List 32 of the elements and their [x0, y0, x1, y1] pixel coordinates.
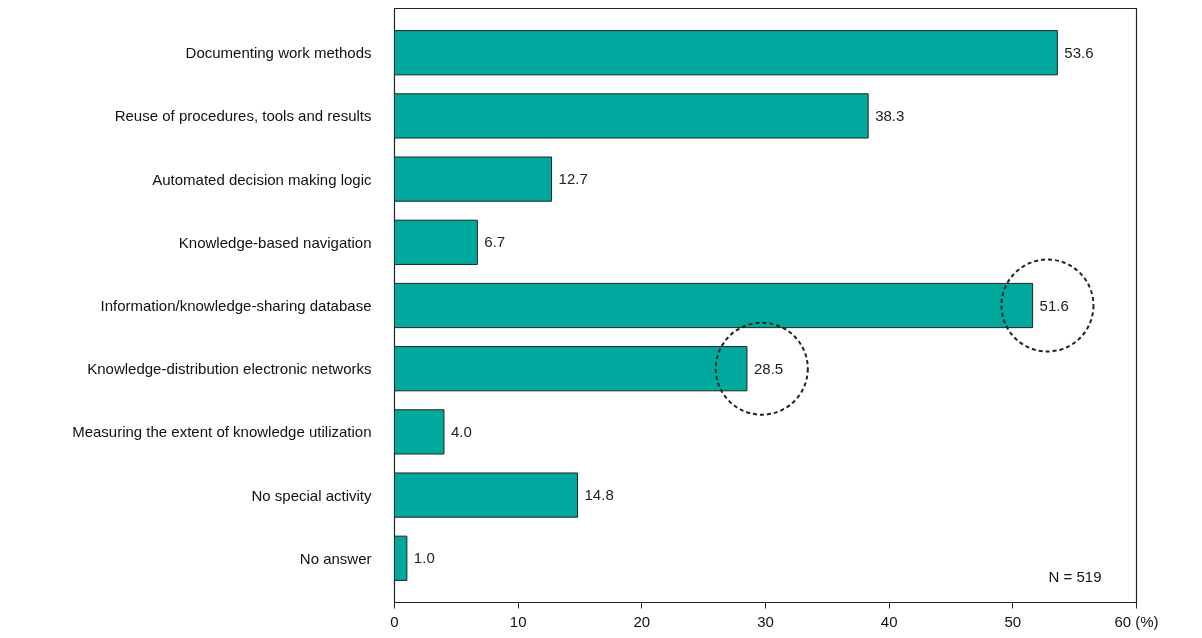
data-label: 1.0 — [413, 549, 435, 567]
bar — [394, 472, 579, 518]
bar — [394, 156, 553, 202]
x-tick-label: 40 — [880, 612, 898, 630]
y-tick-label: Knowledge-based navigation — [178, 233, 372, 251]
data-label: 38.3 — [875, 106, 905, 124]
y-tick-label: Reuse of procedures, tools and results — [114, 107, 372, 125]
data-label: 14.8 — [584, 486, 614, 504]
bar — [394, 409, 445, 455]
data-label: 51.6 — [1039, 296, 1069, 314]
y-tick-label: No answer — [299, 549, 372, 567]
x-tick-label: 0 — [390, 612, 399, 630]
x-tick-label: 60 (%) — [1114, 612, 1159, 630]
data-label: 6.7 — [484, 233, 506, 251]
y-tick-label: Measuring the extent of knowledge utilization — [72, 423, 372, 441]
y-tick-label: Information/knowledge-sharing database — [100, 297, 372, 314]
y-tick-label: Documenting work methods — [185, 44, 372, 62]
x-tick-label: 50 — [1004, 612, 1022, 630]
data-label: 28.5 — [753, 359, 784, 377]
y-tick-label: No special activity — [251, 486, 372, 504]
bar — [394, 535, 408, 581]
x-tick-label: 10 — [509, 612, 527, 630]
bar — [394, 219, 478, 265]
x-tick-label: 20 — [633, 612, 651, 630]
data-label: 53.6 — [1064, 43, 1094, 61]
y-tick-label: Automated decision making logic — [152, 170, 372, 188]
annotation: N = 519 — [1048, 568, 1102, 585]
bar — [394, 93, 869, 139]
y-tick-label: Knowledge-distribution electronic networks — [87, 360, 372, 378]
data-label: 12.7 — [558, 170, 588, 188]
data-label: 4.0 — [450, 422, 472, 440]
x-tick-label: 30 — [757, 612, 774, 630]
